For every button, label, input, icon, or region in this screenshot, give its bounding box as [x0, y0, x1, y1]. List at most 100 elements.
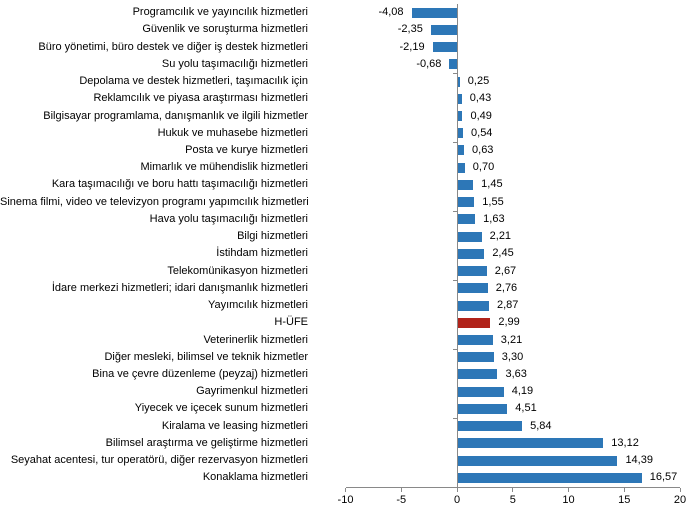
x-tick-label: -10 — [337, 493, 354, 506]
value-label: 5,84 — [530, 419, 552, 432]
bar — [457, 162, 465, 173]
category-label: Posta ve kurye hizmetleri — [185, 143, 308, 156]
value-label: 13,12 — [611, 436, 639, 449]
bar — [457, 369, 498, 380]
bar — [457, 214, 476, 225]
category-label: Mimarlık ve mühendislik hizmetleri — [140, 161, 309, 174]
value-label: 1,63 — [483, 212, 505, 225]
value-label: 0,43 — [469, 92, 492, 105]
x-axis-tick — [456, 487, 458, 492]
bar — [457, 455, 618, 466]
x-tick-label: 15 — [618, 493, 631, 506]
category-label: Hava yolu taşımacılığı hizmetleri — [149, 212, 308, 225]
category-label: Diğer mesleki, bilimsel ve teknik hizmet… — [104, 350, 308, 363]
category-label: İstihdam hizmetleri — [216, 247, 308, 260]
bar — [457, 386, 504, 397]
x-tick-label: 20 — [673, 493, 687, 506]
value-label: -0,68 — [416, 57, 442, 70]
category-label: Reklamcılık ve piyasa araştırması hizmet… — [93, 92, 308, 105]
category-label: Yayımcılık hizmetleri — [207, 299, 308, 312]
bar — [457, 197, 475, 208]
value-label: 0,49 — [470, 109, 492, 122]
x-tick-label: 5 — [509, 493, 516, 506]
category-label-hufe: H-ÜFE — [274, 316, 308, 329]
category-label: Büro yönetimi, büro destek ve diğer iş d… — [38, 40, 308, 53]
y-axis-tick — [452, 141, 457, 143]
bar — [457, 472, 642, 483]
value-label: 2,21 — [489, 230, 512, 243]
category-label: Bilimsel araştırma ve geliştirme hizmetl… — [105, 436, 308, 449]
x-axis-line — [345, 486, 680, 488]
bar — [411, 7, 457, 18]
value-label: 3,30 — [501, 350, 524, 363]
value-label: 1,45 — [481, 178, 503, 191]
category-label: Veterinerlik hizmetleri — [203, 333, 308, 346]
x-tick-label: 10 — [562, 493, 575, 506]
bar — [457, 248, 485, 259]
x-axis-tick — [512, 487, 514, 492]
category-label: Konaklama hizmetleri — [202, 471, 308, 484]
x-axis-tick — [568, 487, 569, 492]
category-label: Seyahat acentesi, tur operatörü, diğer r… — [10, 454, 308, 467]
category-label: Kiralama ve leasing hizmetleri — [161, 419, 308, 432]
bar — [449, 59, 457, 70]
category-label: Gayrimenkul hizmetleri — [196, 385, 308, 398]
x-tick-label: -5 — [396, 493, 407, 506]
category-label: Hukuk ve muhasebe hizmetleri — [157, 126, 308, 139]
category-label: Depolama ve destek hizmetleri, taşımacıl… — [79, 75, 308, 88]
bar — [457, 335, 493, 346]
bar — [457, 352, 494, 363]
bar — [457, 266, 487, 277]
category-label: Sinema filmi, video ve televizyon progra… — [0, 195, 309, 208]
value-label: -2,35 — [397, 23, 423, 36]
category-label: Kara taşımacılığı ve boru hattı taşımacı… — [51, 178, 308, 191]
value-label: 16,57 — [649, 471, 678, 484]
bar — [457, 403, 508, 414]
category-label: Bilgi hizmetleri — [237, 230, 308, 243]
bar — [457, 128, 464, 139]
value-label: 0,63 — [472, 143, 494, 156]
value-label: 14,39 — [625, 454, 653, 467]
x-axis-tick — [345, 487, 346, 492]
x-tick-label: 0 — [453, 493, 461, 506]
bar — [432, 42, 457, 53]
category-label: Bina ve çevre düzenleme (peyzaj) hizmetl… — [92, 367, 308, 380]
bar — [457, 300, 489, 311]
category-label: Programcılık ve yayıncılık hizmetleri — [132, 6, 308, 19]
value-label: 0,25 — [467, 75, 490, 88]
x-axis-tick — [679, 487, 681, 492]
bar — [457, 145, 465, 156]
value-label: 2,99 — [498, 316, 520, 329]
category-label: İdare merkezi hizmetleri; idari danışman… — [51, 281, 308, 294]
value-label: 0,70 — [472, 161, 495, 174]
value-label: 2,87 — [497, 299, 519, 312]
bar — [457, 111, 463, 121]
bar — [457, 93, 462, 104]
y-axis-tick — [452, 417, 457, 419]
value-label: 2,76 — [495, 281, 518, 294]
y-axis-tick — [452, 72, 457, 74]
bar — [457, 438, 604, 449]
bar — [457, 231, 482, 242]
category-label: Su yolu taşımacılığı hizmetleri — [161, 57, 308, 70]
value-label: 2,67 — [494, 264, 517, 277]
bar — [457, 76, 460, 87]
value-label: 0,54 — [471, 126, 493, 139]
value-label: -4,08 — [378, 6, 404, 19]
y-axis-line — [456, 4, 458, 488]
value-label: 4,51 — [515, 402, 537, 415]
highlight-bar — [457, 317, 491, 328]
bar — [457, 421, 523, 432]
value-label: 4,19 — [511, 385, 534, 398]
value-label: 2,45 — [492, 247, 514, 260]
y-axis-tick — [452, 210, 457, 212]
bar — [457, 179, 474, 190]
x-axis-tick — [400, 487, 402, 492]
category-label: Telekomünikasyon hizmetleri — [167, 264, 308, 277]
y-axis-tick — [452, 279, 457, 281]
value-label: 3,63 — [505, 367, 527, 380]
category-label: Güvenlik ve soruşturma hizmetleri — [142, 23, 308, 36]
bar — [430, 24, 457, 35]
category-label: Yiyecek ve içecek sunum hizmetleri — [134, 402, 308, 415]
x-axis-tick — [623, 487, 625, 492]
